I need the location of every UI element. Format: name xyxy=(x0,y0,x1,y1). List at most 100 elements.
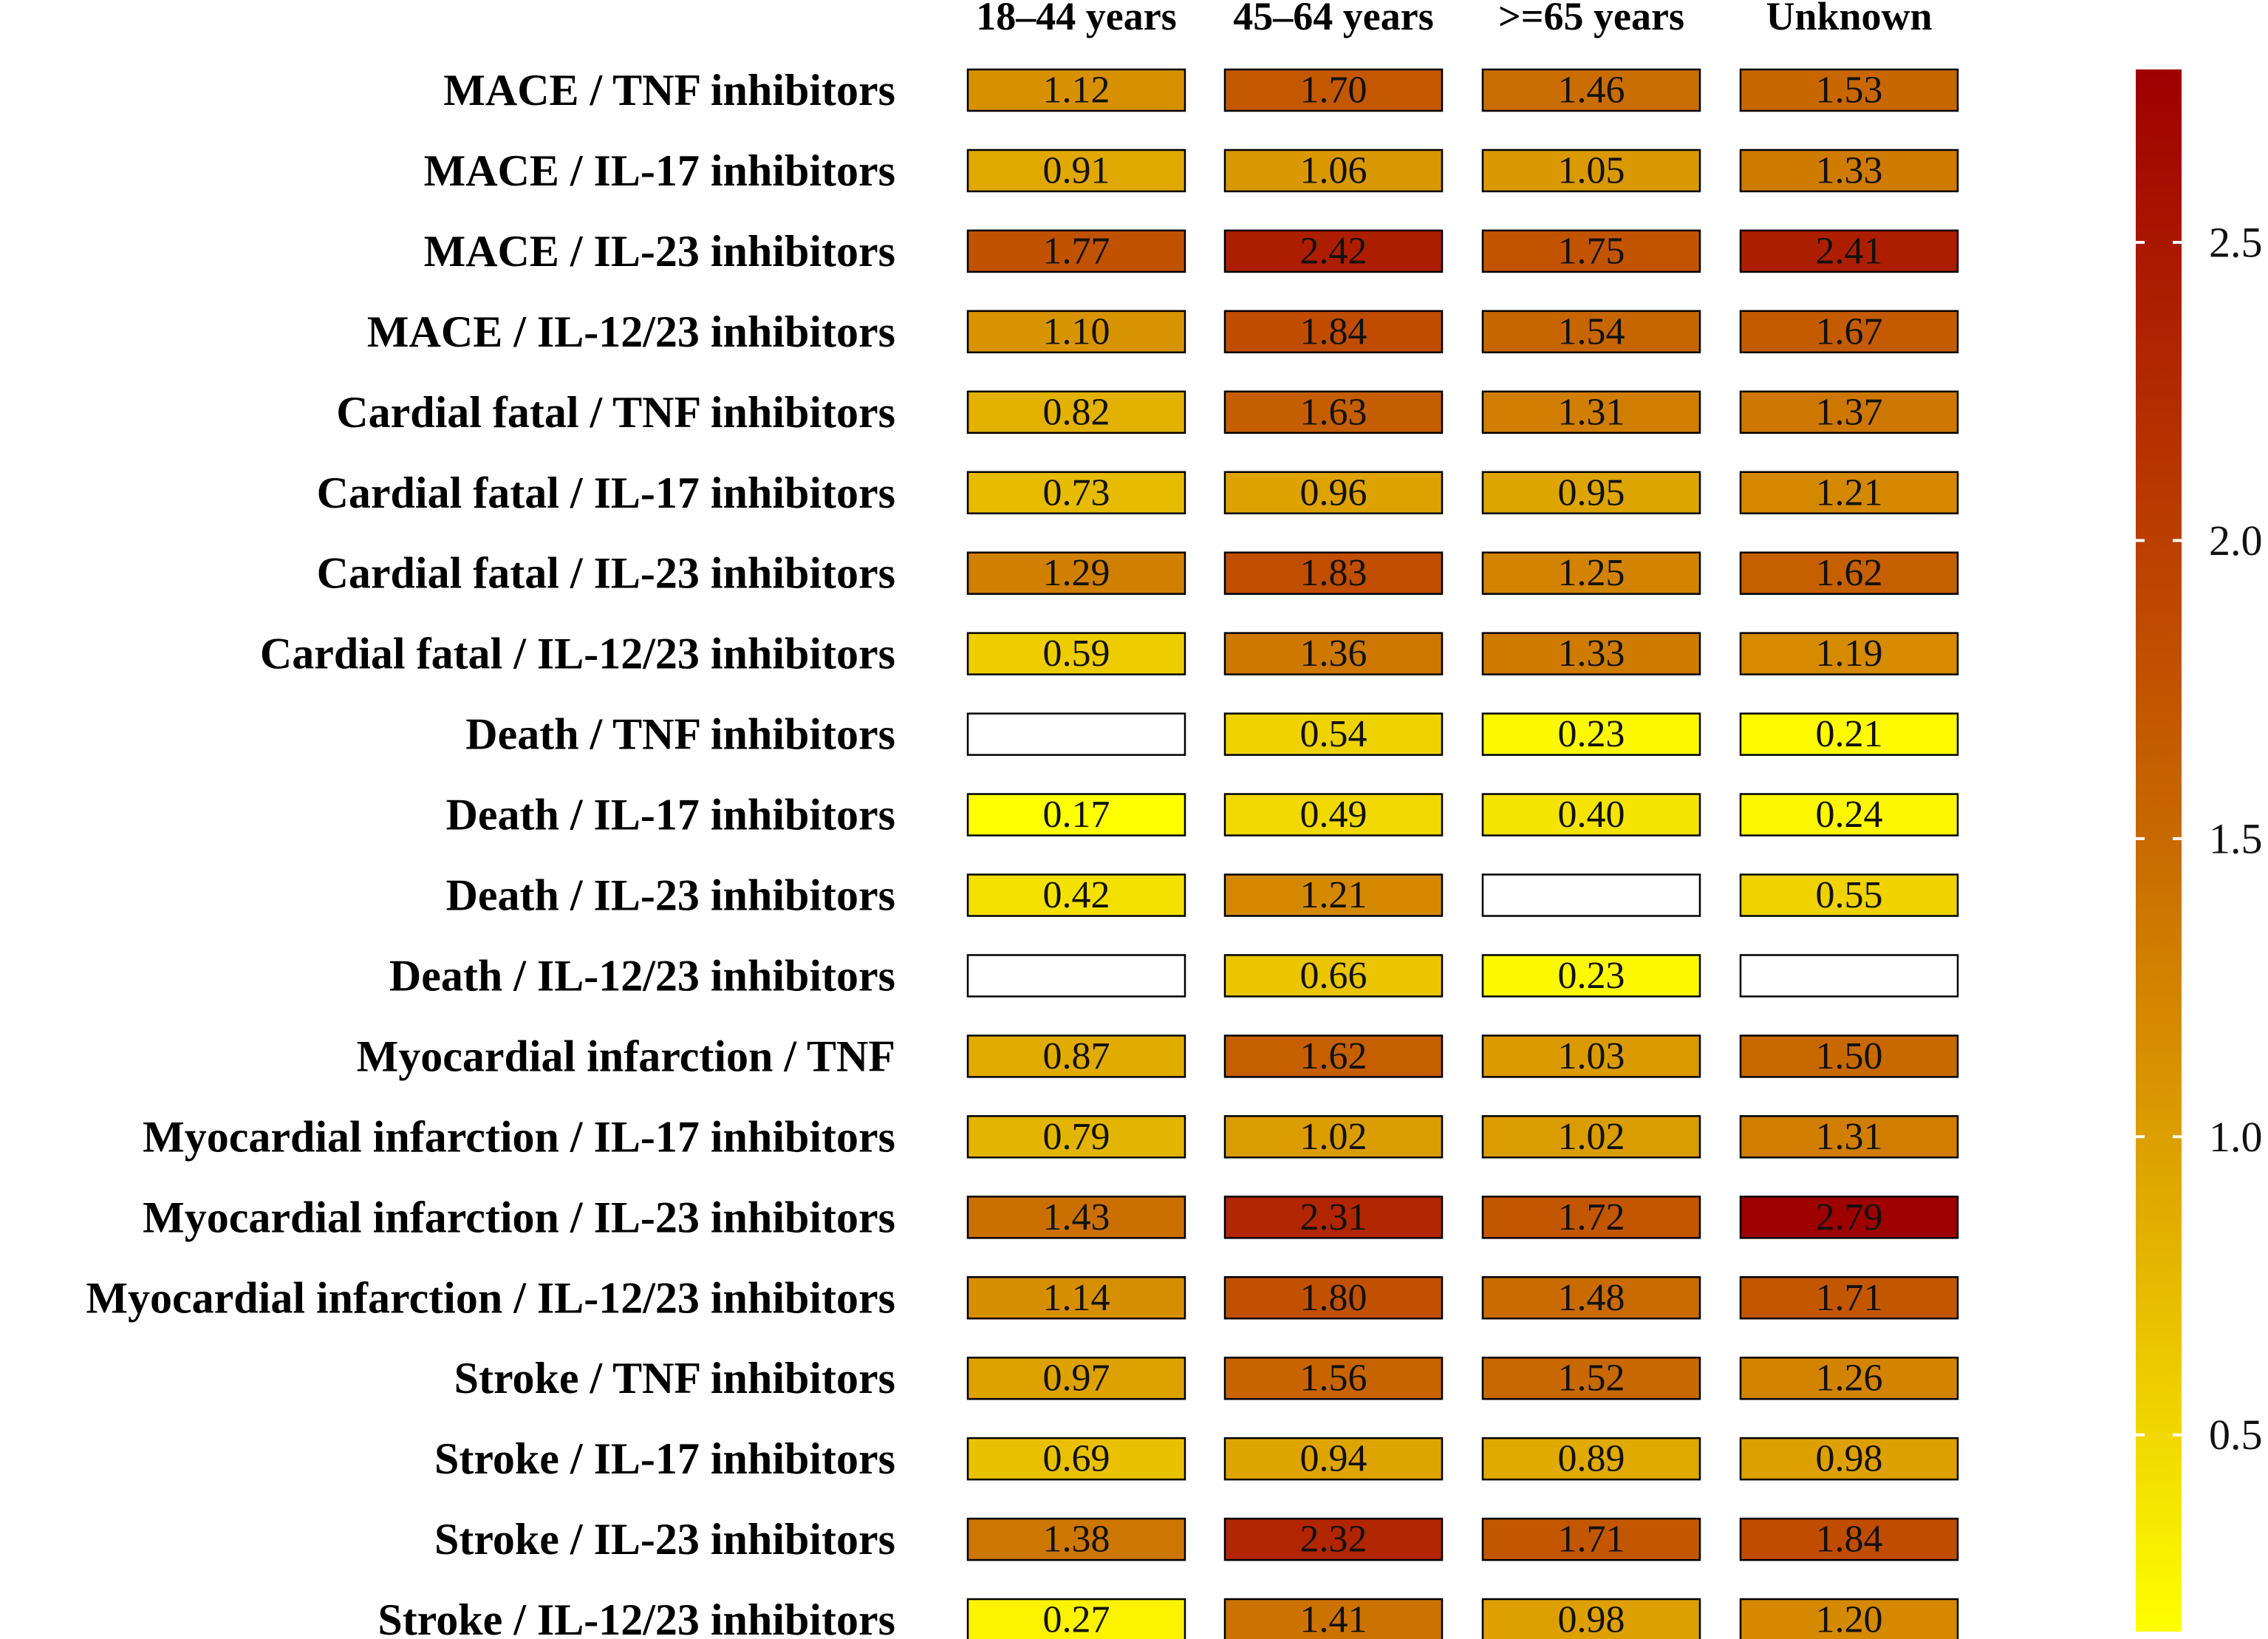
row-label: Death / IL-12/23 inhibitors xyxy=(389,951,895,1000)
cell-value-label: 0.42 xyxy=(1043,874,1110,916)
heatmap-cell xyxy=(1481,1356,1701,1400)
heatmap-cell xyxy=(1481,712,1701,756)
row-label: MACE / TNF inhibitors xyxy=(443,66,895,115)
row-label: Myocardial infarction / IL-17 inhibitors xyxy=(143,1112,895,1161)
heatmap-cell xyxy=(1223,68,1444,112)
cell-value-label: 0.79 xyxy=(1043,1116,1110,1158)
cell-value-label: 0.23 xyxy=(1558,955,1625,997)
cell-value-label: 1.03 xyxy=(1558,1035,1625,1077)
row-labels: MACE / TNF inhibitors MACE / IL-17 inhibi… xyxy=(86,66,895,1639)
cell-value-label: 1.38 xyxy=(1043,1519,1110,1561)
colorbar: 0.5 1.0 1.5 2.0 2.5 xyxy=(2136,69,2263,1632)
cell-value-label: 1.62 xyxy=(1300,1035,1367,1077)
heatmap-cell xyxy=(1481,954,1701,998)
heatmap-cell xyxy=(1739,68,1959,112)
heatmap-cell xyxy=(1739,229,1959,273)
cell-value-label: 1.26 xyxy=(1816,1357,1883,1400)
cell-value-label: 1.29 xyxy=(1043,552,1110,594)
cell-value-label: 1.19 xyxy=(1816,633,1883,675)
cell-value-label: 0.95 xyxy=(1558,471,1625,514)
row-label: MACE / IL-23 inhibitors xyxy=(424,227,895,276)
column-label: 45–64 years xyxy=(1233,0,1433,38)
cell-value-label: 1.48 xyxy=(1558,1277,1625,1319)
cell-value-label: 1.31 xyxy=(1816,1116,1883,1158)
cell-value-label: 0.89 xyxy=(1558,1438,1625,1480)
cell-value-label: 1.21 xyxy=(1300,874,1367,916)
colorbar-tick-label: 2.5 xyxy=(2209,218,2263,266)
cell-value-label: 0.69 xyxy=(1043,1438,1110,1480)
cell-value-label: 0.40 xyxy=(1558,794,1625,836)
cell-value-label: 1.71 xyxy=(1816,1277,1883,1319)
cell-value-label: 1.67 xyxy=(1816,310,1883,352)
row-label: Cardial fatal / IL-12/23 inhibitors xyxy=(260,630,895,678)
colorbar-tick-label: 1.0 xyxy=(2209,1113,2263,1161)
heatmap-cell xyxy=(1223,1115,1444,1159)
heatmap-cell xyxy=(1223,310,1444,354)
cell-value-label: 1.12 xyxy=(1043,69,1110,112)
row-label: Death / IL-17 inhibitors xyxy=(446,791,895,839)
cell-value-label: 0.17 xyxy=(1043,794,1110,836)
heatmap-cell xyxy=(1481,1035,1701,1078)
cell-value-label: 0.87 xyxy=(1043,1035,1110,1077)
cell-value-label: 2.32 xyxy=(1300,1519,1367,1561)
heatmap-cell xyxy=(966,551,1186,595)
row-label: Death / TNF inhibitors xyxy=(465,710,895,759)
heatmap-cell xyxy=(1223,1035,1444,1078)
heatmap-cell xyxy=(1739,793,1959,836)
cell-value-label: 2.31 xyxy=(1300,1196,1367,1238)
heatmap-cell xyxy=(1739,1517,1959,1561)
cell-value-label: 1.41 xyxy=(1300,1599,1367,1639)
cell-value-label: 1.37 xyxy=(1816,391,1883,433)
heatmap-cell xyxy=(1223,1276,1444,1320)
heatmap-cell-empty xyxy=(1739,954,1959,998)
heatmap-cell xyxy=(1481,1276,1701,1320)
cell-value-label: 0.24 xyxy=(1816,794,1883,836)
cell-value-label: 0.98 xyxy=(1558,1599,1625,1639)
heatmap-cell xyxy=(1481,390,1701,435)
heatmap-cell xyxy=(1481,1517,1701,1561)
row-label: Cardial fatal / TNF inhibitors xyxy=(336,388,895,437)
heatmap-cell xyxy=(966,793,1186,836)
heatmap-cell xyxy=(1739,471,1959,514)
cell-value-label: 1.75 xyxy=(1558,230,1625,272)
row-label: Stroke / TNF inhibitors xyxy=(454,1354,895,1403)
cell-value-label: 0.97 xyxy=(1043,1357,1110,1400)
heatmap-cell xyxy=(966,1598,1186,1639)
colorbar-tick-label: 2.0 xyxy=(2209,517,2263,565)
heatmap-cell xyxy=(1481,149,1701,193)
heatmap-cell xyxy=(1481,1115,1701,1159)
cell-value-label: 1.84 xyxy=(1816,1519,1883,1561)
heatmap-cell xyxy=(966,1356,1186,1400)
cell-value-label: 1.70 xyxy=(1300,69,1367,112)
heatmap-cell xyxy=(1481,229,1701,273)
heatmap-cell xyxy=(1739,712,1959,756)
heatmap-cell xyxy=(1223,1598,1444,1639)
row-label: Stroke / IL-12/23 inhibitors xyxy=(378,1595,895,1639)
heatmap-cell xyxy=(1739,149,1959,193)
heatmap-cell xyxy=(1223,793,1444,836)
heatmap-cell xyxy=(1739,1196,1959,1239)
cell-value-label: 0.96 xyxy=(1300,471,1367,514)
heatmap-cell xyxy=(1223,390,1444,435)
cell-value-label: 1.83 xyxy=(1300,552,1367,594)
column-labels: 18–44 years 45–64 years >=65 years Unknown xyxy=(976,0,1932,38)
cell-value-label: 1.43 xyxy=(1043,1196,1110,1238)
heatmap-cell xyxy=(966,68,1186,112)
row-label: Death / IL-23 inhibitors xyxy=(446,871,895,920)
heatmap-cell xyxy=(1739,873,1959,917)
cell-value-label: 1.71 xyxy=(1558,1519,1625,1561)
heatmap-cell xyxy=(966,1196,1186,1239)
heatmap-cell xyxy=(1223,632,1444,675)
cell-value-label: 1.53 xyxy=(1816,69,1883,112)
cell-value-label: 0.21 xyxy=(1816,713,1883,755)
heatmap-cell xyxy=(1481,310,1701,354)
cell-value-label: 0.23 xyxy=(1558,713,1625,755)
column-label: 18–44 years xyxy=(976,0,1176,38)
cell-value-label: 0.49 xyxy=(1300,794,1367,836)
cell-value-label: 0.73 xyxy=(1043,471,1110,514)
heatmap-cell xyxy=(1223,551,1444,595)
cell-value-label: 0.55 xyxy=(1816,874,1883,916)
heatmap-cell xyxy=(966,1276,1186,1320)
heatmap-cell xyxy=(966,229,1186,273)
cell-value-label: 0.27 xyxy=(1043,1599,1110,1639)
